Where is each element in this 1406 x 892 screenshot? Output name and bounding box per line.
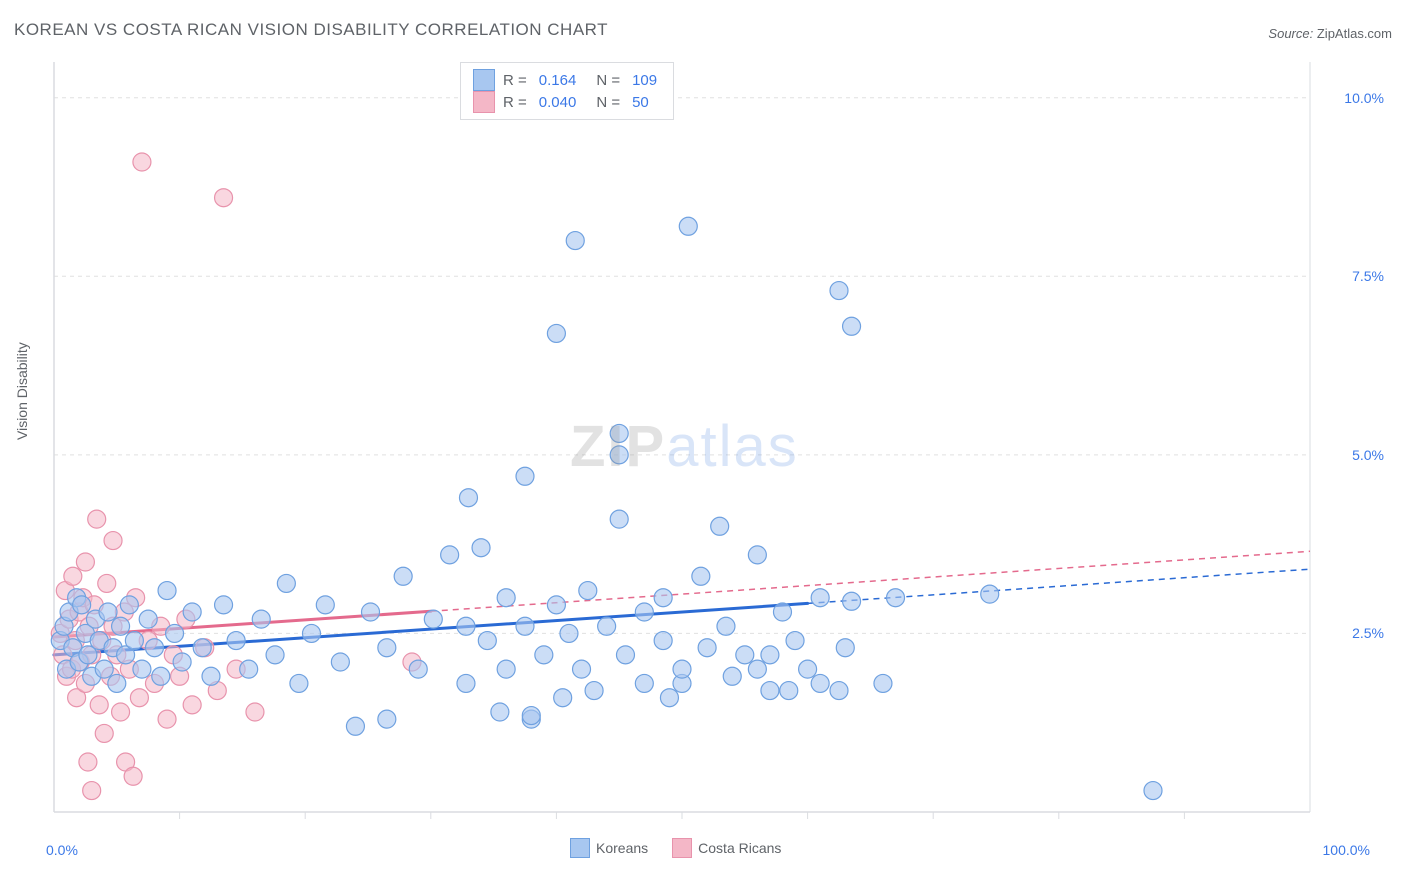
chart-svg [50,58,1370,828]
x-axis-max-label: 100.0% [1323,842,1370,858]
stats-n-label: N = [596,72,620,89]
stats-n-value: 50 [628,94,653,111]
stats-row: R = 0.164 N = 109 [473,69,661,91]
legend-swatch-costa-ricans [672,838,692,858]
scatter-plot: ZIPatlas R =0.164N =109R =0.040N =50 [50,58,1370,828]
y-tick-label: 5.0% [1352,447,1384,463]
stats-n-value: 109 [628,72,661,89]
stats-row: R = 0.040 N = 50 [473,91,661,113]
legend-item-koreans: Koreans [570,838,648,858]
y-tick-label: 7.5% [1352,268,1384,284]
y-tick-label: 2.5% [1352,625,1384,641]
legend-label-costa-ricans: Costa Ricans [698,840,781,856]
legend-swatch-koreans [570,838,590,858]
source-attribution: Source: ZipAtlas.com [1268,26,1392,41]
source-name: ZipAtlas.com [1317,26,1392,41]
stats-r-label: R = [503,94,527,111]
stats-n-label: N = [596,94,620,111]
y-tick-label: 10.0% [1344,90,1384,106]
chart-title: KOREAN VS COSTA RICAN VISION DISABILITY … [14,20,608,40]
bottom-legend: Koreans Costa Ricans [570,838,781,858]
source-label: Source: [1268,26,1313,41]
stats-r-label: R = [503,72,527,89]
stats-swatch [473,69,495,91]
legend-label-koreans: Koreans [596,840,648,856]
stats-r-value: 0.164 [535,72,581,89]
x-axis-min-label: 0.0% [46,842,78,858]
stats-r-value: 0.040 [535,94,581,111]
legend-item-costa-ricans: Costa Ricans [672,838,781,858]
y-axis-label: Vision Disability [14,342,30,440]
stats-swatch [473,91,495,113]
stats-legend-box: R = 0.164 N = 109 R = 0.040 N = 50 [460,62,674,120]
